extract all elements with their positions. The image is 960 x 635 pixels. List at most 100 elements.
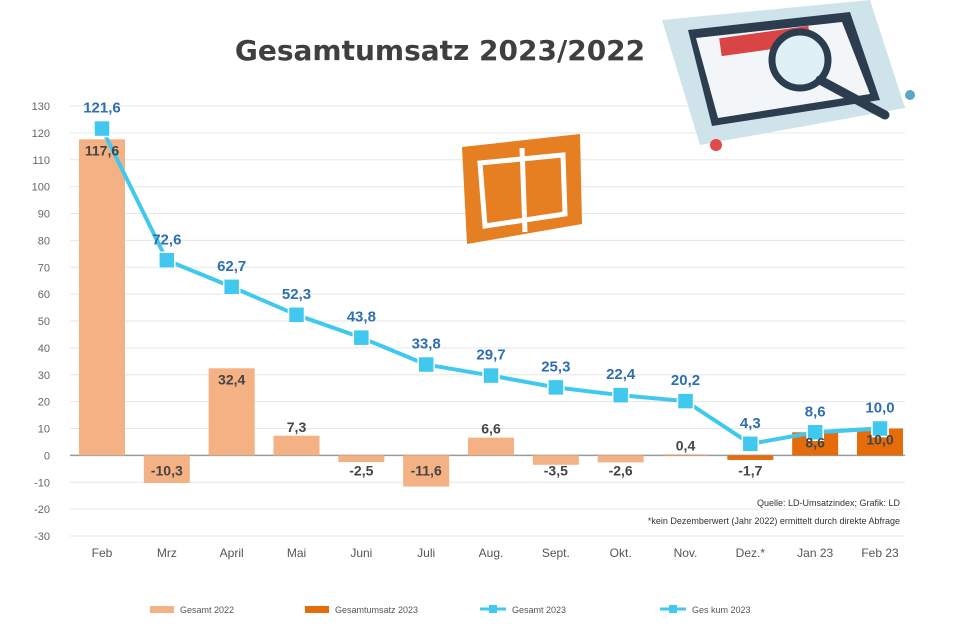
line-point (611, 386, 630, 404)
bar (468, 437, 514, 456)
x-axis: Feb Mrz April Mai Juni Juli Aug. Sept. Okt. Nov. D… (92, 546, 899, 560)
x-tick-label: Aug. (479, 546, 504, 560)
line-point (93, 119, 111, 138)
y-tick-label: -30 (34, 531, 50, 543)
line-data-label: 72,6 (152, 231, 181, 248)
line-point (482, 366, 500, 385)
chart-title: Gesamtumsatz 2023/2022 (235, 34, 645, 67)
bar (273, 435, 320, 456)
bar-data-label: 0,4 (676, 437, 696, 453)
x-tick-label: Jan 23 (797, 546, 833, 560)
bar (597, 455, 644, 463)
x-tick-label: Feb (92, 546, 113, 560)
y-tick-label: 70 (38, 262, 50, 274)
line-point (352, 328, 371, 347)
bar (338, 455, 385, 463)
legend-label: Gesamt 2022 (180, 605, 234, 615)
bar (79, 139, 125, 456)
line-point (158, 251, 176, 270)
legend-item-gesamt-2023: Gesamt 2023 (480, 605, 566, 615)
legend: Gesamt 2022 Gesamtumsatz 2023 Gesamt 202… (150, 605, 751, 615)
line-data-label: 52,3 (282, 286, 311, 303)
line-point (871, 419, 889, 438)
y-tick-label: 30 (38, 370, 50, 382)
y-axis: -30 -20 -10 0 10 20 30 40 50 60 70 80 90 100 110 120 130 (32, 101, 50, 543)
y-tick-label: 130 (32, 101, 50, 113)
line-point (222, 278, 241, 296)
y-tick-label: 50 (38, 316, 50, 328)
bar (143, 455, 190, 484)
bar (532, 455, 579, 465)
legend-item-gesamtumsatz-2023: Gesamtumsatz 2023 (305, 605, 418, 615)
bar-data-label: -2,6 (609, 462, 633, 478)
bar-data-label: -3,5 (544, 462, 568, 478)
y-tick-label: -10 (34, 477, 50, 489)
bar (662, 454, 709, 456)
line-data-label: 62,7 (217, 258, 246, 275)
line-data-label: 29,7 (476, 347, 505, 364)
y-tick-label: 40 (38, 343, 50, 355)
line-point (676, 392, 695, 410)
line-data-label: 121,6 (83, 100, 121, 117)
legend-item-gesamt-2022: Gesamt 2022 (150, 605, 234, 615)
source-note: Quelle: LD-Umsatzindex; Grafik: LD (757, 498, 901, 508)
bar-data-label: -2,5 (349, 462, 373, 478)
x-tick-label: Dez.* (736, 546, 766, 560)
monitor-magnifier-illustration (662, 0, 915, 151)
bar-data-label: 32,4 (218, 371, 245, 387)
x-tick-label: April (220, 546, 244, 560)
legend-label: Gesamt 2023 (512, 605, 566, 615)
legend-label: Ges kum 2023 (692, 605, 751, 615)
line-data-label: 33,8 (412, 336, 441, 353)
line-data-label: 10,0 (865, 400, 894, 417)
y-tick-label: 110 (32, 155, 50, 167)
logo-text: LD (0, 0, 2, 1)
footnote: *kein Dezemberwert (Jahr 2022) ermittelt… (648, 516, 900, 526)
line-data-label: 25,3 (541, 358, 570, 375)
series-line (815, 426, 881, 435)
bar-data-label: 8,6 (805, 434, 825, 450)
y-tick-label: 10 (38, 424, 50, 436)
bar-data-label: -1,7 (738, 462, 762, 478)
legend-label: Gesamtumsatz 2023 (335, 605, 418, 615)
y-tick-label: 100 (32, 182, 50, 194)
bar-data-label: 6,6 (481, 421, 501, 437)
bars (79, 139, 903, 487)
bar (792, 432, 839, 456)
line-data-label: 20,2 (671, 372, 700, 389)
line-data-label: 8,6 (805, 403, 826, 420)
x-tick-label: Okt. (610, 546, 632, 560)
line-point (547, 378, 565, 397)
x-tick-label: Nov. (674, 546, 698, 560)
line-point (417, 355, 435, 374)
data-labels: 117,6 -10,3 32,4 7,3 -2,5 -11,6 6,6 -3,5 -2,6 0,4… (83, 100, 894, 479)
y-tick-label: 0 (44, 450, 50, 462)
legend-item-ges-kum-2023: Ges kum 2023 (660, 605, 751, 615)
y-tick-label: 90 (38, 209, 50, 221)
x-tick-label: Juni (350, 546, 372, 560)
x-tick-label: Mrz (157, 546, 177, 560)
x-tick-label: Mai (287, 546, 306, 560)
bar-data-label: 117,6 (85, 142, 119, 158)
y-tick-label: 120 (32, 128, 50, 140)
y-tick-label: 20 (38, 397, 50, 409)
x-tick-label: Juli (417, 546, 435, 560)
bar (403, 455, 450, 487)
x-tick-label: Sept. (542, 546, 570, 560)
y-tick-label: -20 (34, 504, 50, 516)
line-data-label: 22,4 (606, 366, 636, 383)
bar (208, 368, 255, 456)
lines (93, 119, 889, 453)
bar-data-label: -11,6 (411, 462, 442, 478)
bar-data-label: -10,3 (151, 462, 183, 478)
y-tick-label: 80 (38, 235, 50, 247)
bar (727, 455, 774, 460)
line-point (741, 435, 760, 453)
bar-data-label: 7,3 (287, 419, 307, 435)
x-tick-label: Feb 23 (861, 546, 899, 560)
bar-data-label: 10,0 (866, 432, 893, 448)
y-tick-label: 60 (38, 289, 50, 301)
line-point (287, 306, 306, 324)
ld-logo: LD (0, 0, 582, 244)
